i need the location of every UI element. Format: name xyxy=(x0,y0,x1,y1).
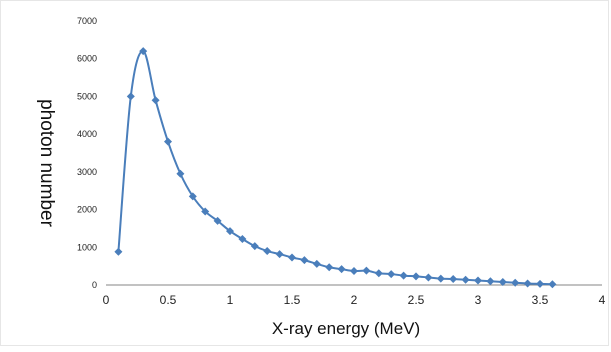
y-tick-label: 2000 xyxy=(77,205,97,215)
data-point-marker xyxy=(114,247,123,256)
data-point-marker xyxy=(164,137,172,146)
data-point-marker xyxy=(362,266,371,275)
y-tick-label: 3000 xyxy=(77,167,97,177)
x-tick-label: 2 xyxy=(351,293,358,307)
data-point-marker xyxy=(350,267,358,276)
data-point-marker xyxy=(486,277,495,286)
x-tick-label: 2.5 xyxy=(408,293,425,307)
x-tick-label: 4 xyxy=(599,293,606,307)
y-tick-label: 6000 xyxy=(77,54,97,64)
data-point-marker xyxy=(250,242,259,251)
series-layer xyxy=(114,47,557,289)
chart-frame: 0 1000 2000 3000 4000 5000 6000 7000 0 0.5 1 1.5 2 2.… xyxy=(0,0,609,346)
y-tick-label: 0 xyxy=(92,280,97,290)
data-point-marker xyxy=(436,274,445,283)
y-axis-label: photon number xyxy=(36,99,57,227)
y-tick-label: 5000 xyxy=(77,91,97,101)
data-point-marker xyxy=(461,275,470,284)
data-point-marker xyxy=(374,269,383,278)
line-chart: 0 1000 2000 3000 4000 5000 6000 7000 0 0.5 1 1.5 2 2.… xyxy=(36,16,606,338)
data-point-marker xyxy=(176,169,185,178)
data-point-marker xyxy=(275,250,284,259)
data-point-marker xyxy=(312,259,321,268)
data-point-marker xyxy=(238,234,247,243)
y-tick-label: 4000 xyxy=(77,129,97,139)
data-point-marker xyxy=(325,263,334,272)
data-point-marker xyxy=(226,227,234,236)
x-tick-label: 0 xyxy=(103,293,110,307)
x-tick-label: 0.5 xyxy=(160,293,177,307)
y-tick-label: 1000 xyxy=(77,242,97,252)
x-tick-label: 1 xyxy=(227,293,234,307)
data-point-marker xyxy=(399,271,408,280)
data-point-marker xyxy=(412,272,420,281)
data-point-marker xyxy=(387,270,396,279)
data-point-marker xyxy=(139,47,148,56)
data-point-marker xyxy=(213,216,222,225)
x-axis-label: X-ray energy (MeV) xyxy=(272,319,420,338)
y-tick-label: 7000 xyxy=(77,16,97,26)
data-point-marker xyxy=(511,278,520,287)
data-point-marker xyxy=(263,247,272,256)
data-point-marker xyxy=(151,96,160,105)
data-point-marker xyxy=(126,92,135,101)
data-point-marker xyxy=(523,279,532,288)
tick-labels: 0 1000 2000 3000 4000 5000 6000 7000 0 0.5 1 1.5 2 2.… xyxy=(77,16,606,307)
data-point-marker xyxy=(300,256,309,265)
x-tick-label: 3.5 xyxy=(532,293,549,307)
data-point-marker xyxy=(188,192,197,201)
data-point-marker xyxy=(548,280,557,289)
x-tick-label: 1.5 xyxy=(284,293,301,307)
data-point-marker xyxy=(201,207,210,216)
data-point-marker xyxy=(424,273,433,282)
series-line xyxy=(117,50,553,286)
data-point-marker xyxy=(498,277,507,286)
data-point-marker xyxy=(288,253,296,262)
x-tick-label: 3 xyxy=(475,293,482,307)
data-point-marker xyxy=(536,279,544,288)
data-point-marker xyxy=(449,274,458,283)
data-point-marker xyxy=(337,265,346,274)
data-point-marker xyxy=(474,276,482,285)
